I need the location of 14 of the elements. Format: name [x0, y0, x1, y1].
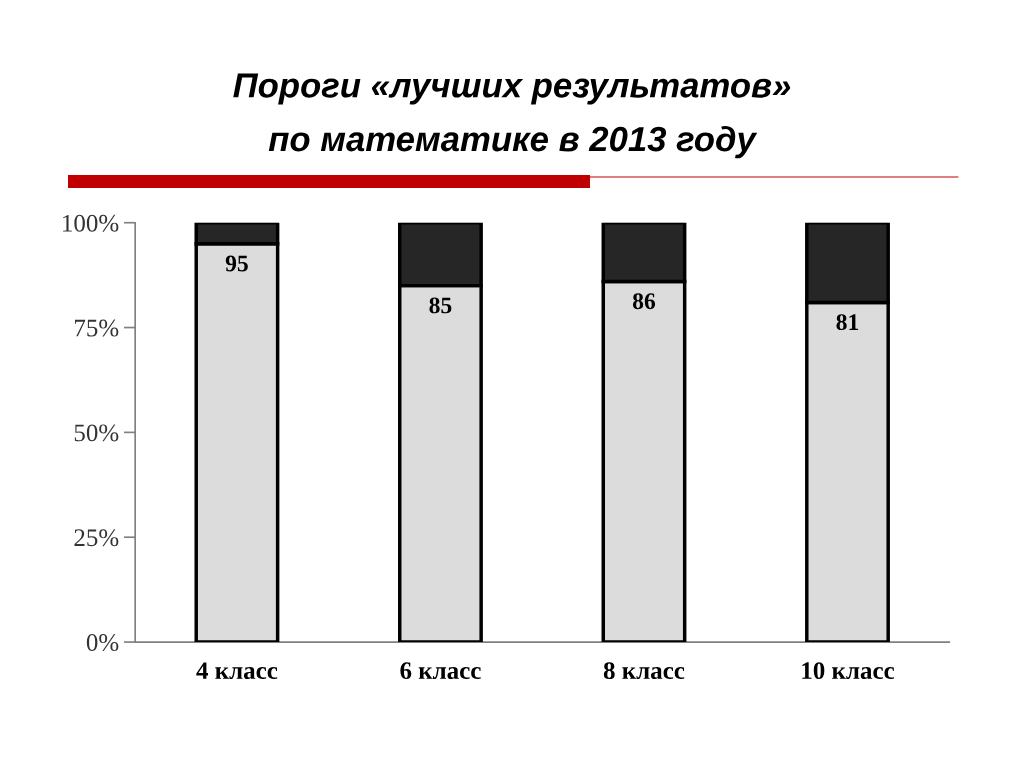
- data-label: 86: [632, 293, 656, 310]
- y-tick-label: 50%: [74, 424, 119, 442]
- y-tick-label: 100%: [63, 214, 119, 232]
- chart-title: Пороги «лучших результатов» по математике в 2013 году: [233, 73, 791, 159]
- x-tick-label: 6 класс: [400, 662, 481, 680]
- data-label: 95: [225, 255, 248, 272]
- data-label: 81: [836, 314, 859, 331]
- y-tick-label: 0%: [86, 634, 119, 652]
- x-tick-label: 8 класс: [603, 662, 685, 680]
- y-tick-label: 75%: [75, 319, 119, 337]
- data-label: 85: [429, 297, 452, 314]
- x-tick-label: 4 класс: [196, 662, 278, 680]
- x-tick-label: 10 класс: [802, 662, 895, 680]
- y-tick-label: 25%: [74, 529, 119, 547]
